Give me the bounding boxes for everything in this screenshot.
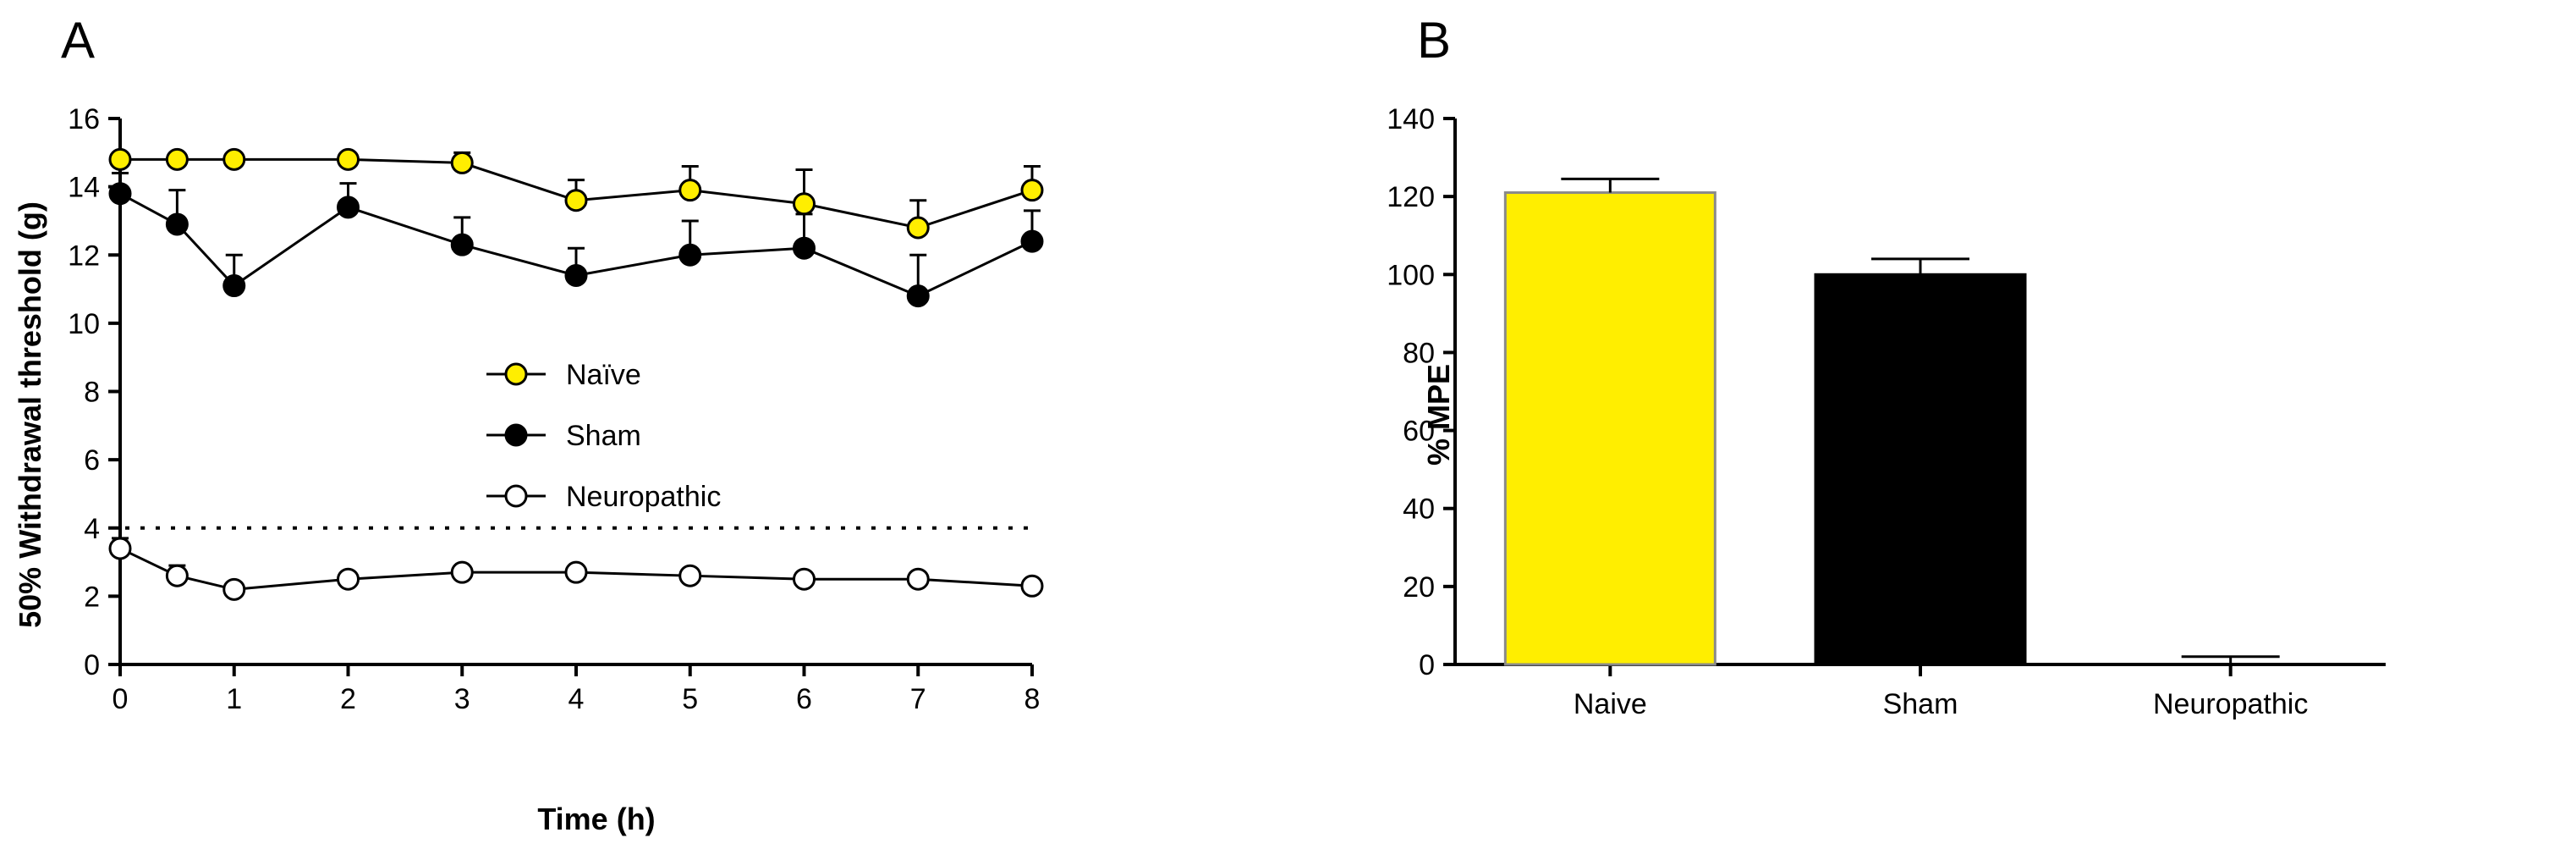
data-point-0 (564, 189, 588, 212)
chart-b-y-axis-title: % MPE (1421, 364, 1456, 466)
legend-label: Naïve (566, 359, 641, 391)
legend-marker (504, 484, 528, 508)
chart-a-x-tick-label: 8 (1024, 683, 1041, 715)
chart-b-y-tick-label: 40 (1403, 493, 1435, 526)
data-point-2 (564, 560, 588, 584)
legend-label: Neuropathic (566, 481, 721, 513)
chart-a-x-tick-label: 2 (340, 683, 356, 715)
data-point-1 (564, 263, 588, 287)
chart-a-y-tick-label: 0 (84, 649, 100, 681)
data-point-2 (108, 537, 132, 560)
data-point-2 (1020, 574, 1044, 598)
data-point-1 (678, 243, 702, 267)
data-point-2 (906, 567, 930, 591)
data-point-0 (222, 147, 246, 171)
legend-marker (504, 423, 528, 447)
data-point-2 (165, 564, 189, 587)
data-point-0 (337, 147, 360, 171)
chart-a-y-tick-label: 14 (68, 172, 100, 204)
data-point-0 (1020, 179, 1044, 202)
chart-a-x-tick-label: 4 (568, 683, 585, 715)
data-point-0 (108, 147, 132, 171)
data-point-2 (793, 567, 816, 591)
chart-b-y-tick-label: 0 (1419, 649, 1435, 681)
chart-a-y-tick-label: 10 (68, 308, 100, 340)
data-point-1 (165, 212, 189, 236)
series-line-0 (120, 157, 1033, 229)
chart-a-x-tick-label: 5 (682, 683, 698, 715)
data-point-2 (337, 567, 360, 591)
chart-b-x-tick-label: Neuropathic (2153, 688, 2308, 720)
chart-a-y-tick-label: 16 (68, 103, 100, 135)
chart-a-y-tick-label: 12 (68, 240, 100, 272)
chart-b: B 0 20 40 60 80 100 120 140 Naive Sham Neuropathic… (1387, 12, 2386, 720)
chart-b-y-tick-label: 60 (1403, 416, 1435, 448)
data-point-1 (906, 284, 930, 308)
data-point-2 (450, 560, 474, 584)
chart-b-x-tick-label: Naive (1574, 688, 1647, 720)
chart-b-y-tick-label: 100 (1387, 259, 1435, 291)
chart-a-y-tick-label: 2 (84, 581, 100, 613)
data-point-1 (108, 182, 132, 206)
chart-a-x-tick-label: 0 (113, 683, 129, 715)
data-point-1 (793, 236, 816, 260)
data-point-1 (337, 196, 360, 219)
data-point-1 (222, 274, 246, 298)
legend-marker (504, 362, 528, 386)
data-point-2 (678, 564, 702, 587)
chart-a-x-tick-label: 3 (454, 683, 470, 715)
chart-b-y-tick-label: 80 (1403, 337, 1435, 369)
chart-a-y-axis-title: 50% Withdrawal threshold (g) (13, 201, 47, 628)
bar-sham (1814, 273, 2027, 666)
chart-b-y-tick-label: 140 (1387, 103, 1435, 135)
data-point-0 (793, 192, 816, 216)
chart-b-x-tick-label: Sham (1883, 688, 1958, 720)
data-point-2 (222, 577, 246, 601)
series-line-2 (119, 547, 1033, 591)
series-line-1 (119, 192, 1033, 298)
chart-a-legend: Naïve Sham Neuropathic (486, 359, 721, 513)
panel-label-b: B (1417, 12, 1451, 69)
bar-naive (1503, 191, 1716, 666)
chart-a-x-tick-label: 7 (910, 683, 926, 715)
chart-a-x-tick-label: 1 (226, 683, 242, 715)
chart-a-y-tick-label: 6 (84, 444, 100, 477)
chart-a-y-tick-label: 4 (84, 513, 100, 545)
data-point-0 (450, 151, 474, 174)
data-point-0 (678, 179, 702, 202)
chart-a-x-tick-label: 6 (796, 683, 812, 715)
data-point-0 (906, 216, 930, 240)
data-point-1 (450, 233, 474, 256)
chart-a-y-tick-label: 8 (84, 377, 100, 409)
legend-label: Sham (566, 420, 641, 452)
data-point-0 (165, 147, 189, 171)
panel-label-a: A (61, 12, 95, 69)
chart-b-y-tick-label: 20 (1403, 571, 1435, 604)
chart-b-y-tick-label: 120 (1387, 181, 1435, 213)
data-point-1 (1020, 229, 1044, 253)
chart-a-x-axis-title: Time (h) (537, 802, 655, 836)
